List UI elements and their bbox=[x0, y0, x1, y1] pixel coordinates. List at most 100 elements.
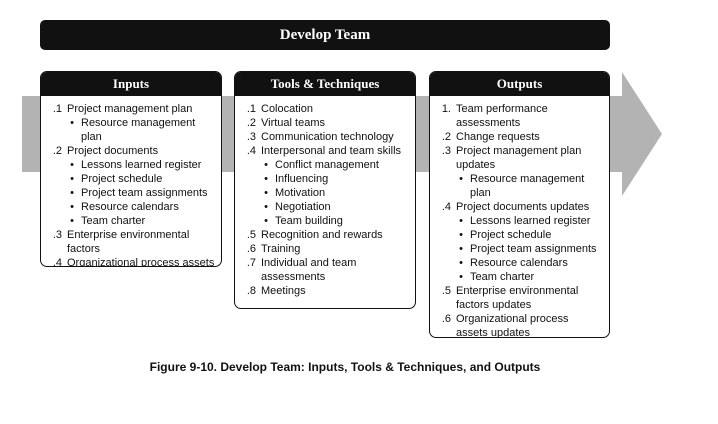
subitem-label: Project team assignments bbox=[81, 187, 208, 199]
subitem-label: Resource calendars bbox=[81, 201, 179, 213]
subitem-label: Project team assignments bbox=[470, 243, 597, 255]
outputs-item: 1. Team performance assessments bbox=[436, 102, 603, 130]
item-label: Change requests bbox=[456, 131, 540, 143]
inputs-subitem: • Project team assignments bbox=[47, 186, 215, 200]
bullet-icon: • bbox=[70, 201, 74, 213]
inputs-subitem: • Resource calendars bbox=[47, 200, 215, 214]
outputs-item: .2 Change requests bbox=[436, 130, 603, 144]
item-number: .5 bbox=[246, 229, 256, 241]
bullet-icon: • bbox=[459, 243, 463, 255]
outputs-item: .5 Enterprise environmental factors updat… bbox=[436, 284, 603, 312]
item-label: Virtual teams bbox=[261, 117, 325, 129]
item-number: .4 bbox=[52, 257, 62, 267]
subitem-label: Project schedule bbox=[470, 229, 552, 241]
item-number: .6 bbox=[441, 313, 451, 325]
bullet-icon: • bbox=[264, 173, 268, 185]
tools-subitem: • Influencing bbox=[241, 172, 409, 186]
item-label: Project documents bbox=[67, 145, 159, 157]
figure-caption: Figure 9-10. Develop Team: Inputs, Tools… bbox=[149, 360, 541, 374]
item-number: .7 bbox=[246, 257, 256, 269]
bullet-icon: • bbox=[70, 215, 74, 227]
inputs-item: .3 Enterprise environmental factors bbox=[47, 228, 215, 256]
item-number: .1 bbox=[52, 103, 62, 115]
item-number: .3 bbox=[441, 145, 451, 157]
outputs-item: .3 Project management plan updates bbox=[436, 144, 603, 172]
tools-techniques-list: .1 Colocation .2 Virtual teams .3 Communicati… bbox=[235, 96, 415, 302]
bullet-icon: • bbox=[459, 271, 463, 283]
item-number: 1. bbox=[441, 103, 451, 115]
bullet-icon: • bbox=[70, 173, 74, 185]
item-label: Organizational process assets updates bbox=[456, 313, 569, 338]
bullet-icon: • bbox=[459, 173, 463, 185]
item-label: Project management plan updates bbox=[456, 145, 582, 171]
tools-item: .6 Training bbox=[241, 242, 409, 256]
outputs-box: Outputs 1. Team performance assessments .2… bbox=[429, 71, 610, 338]
outputs-subitem: • Project team assignments bbox=[436, 242, 603, 256]
item-number: .8 bbox=[246, 285, 256, 297]
outputs-subitem: • Resource calendars bbox=[436, 256, 603, 270]
inputs-subitem: • Resource management plan bbox=[47, 116, 215, 144]
subitem-label: Negotiation bbox=[275, 201, 331, 213]
item-label: Interpersonal and team skills bbox=[261, 145, 402, 157]
item-label: Recognition and rewards bbox=[261, 229, 383, 241]
bullet-icon: • bbox=[264, 201, 268, 213]
bullet-icon: • bbox=[264, 159, 268, 171]
item-label: Enterprise environmental factors updates bbox=[456, 285, 579, 311]
subitem-label: Influencing bbox=[275, 173, 329, 185]
subitem-label: Team building bbox=[275, 215, 343, 227]
item-number: .5 bbox=[441, 285, 451, 297]
item-number: .3 bbox=[246, 131, 256, 143]
subitem-label: Team charter bbox=[470, 271, 535, 283]
outputs-item: .6 Organizational process assets updates bbox=[436, 312, 603, 338]
inputs-item: .1 Project management plan bbox=[47, 102, 215, 116]
outputs-list: 1. Team performance assessments .2 Change r… bbox=[430, 96, 609, 338]
inputs-box: Inputs .1 Project management plan • Resourc… bbox=[40, 71, 222, 267]
bullet-icon: • bbox=[70, 117, 74, 129]
subitem-label: Lessons learned register bbox=[81, 159, 202, 171]
inputs-header: Inputs bbox=[41, 72, 221, 96]
item-label: Enterprise environmental factors bbox=[67, 229, 190, 255]
tools-item: .7 Individual and team assessments bbox=[241, 256, 409, 284]
tools-item: .5 Recognition and rewards bbox=[241, 228, 409, 242]
bullet-icon: • bbox=[70, 159, 74, 171]
item-label: Organizational process assets bbox=[67, 257, 215, 267]
bullet-icon: • bbox=[459, 257, 463, 269]
item-label: Project documents updates bbox=[456, 201, 590, 213]
tools-item: .2 Virtual teams bbox=[241, 116, 409, 130]
diagram-title: Develop Team bbox=[279, 26, 371, 43]
item-number: .3 bbox=[52, 229, 62, 241]
subitem-label: Resource management plan bbox=[81, 117, 196, 143]
item-number: .2 bbox=[441, 131, 451, 143]
subitem-label: Team charter bbox=[81, 215, 146, 227]
outputs-item: .4 Project documents updates bbox=[436, 200, 603, 214]
item-number: .2 bbox=[246, 117, 256, 129]
item-label: Colocation bbox=[261, 103, 313, 115]
tools-subitem: • Negotiation bbox=[241, 200, 409, 214]
outputs-header: Outputs bbox=[430, 72, 609, 96]
tools-techniques-header: Tools & Techniques bbox=[235, 72, 415, 96]
subitem-label: Resource calendars bbox=[470, 257, 568, 269]
subitem-label: Lessons learned register bbox=[470, 215, 591, 227]
subitem-label: Conflict management bbox=[275, 159, 379, 171]
outputs-subitem: • Resource management plan bbox=[436, 172, 603, 200]
inputs-item: .2 Project documents bbox=[47, 144, 215, 158]
subitem-label: Resource management plan bbox=[470, 173, 585, 199]
tools-item: .4 Interpersonal and team skills bbox=[241, 144, 409, 158]
bullet-icon: • bbox=[459, 215, 463, 227]
inputs-item: .4 Organizational process assets bbox=[47, 256, 215, 267]
item-label: Meetings bbox=[261, 285, 306, 297]
tools-item: .1 Colocation bbox=[241, 102, 409, 116]
inputs-list: .1 Project management plan • Resource manag… bbox=[41, 96, 221, 267]
item-label: Team performance assessments bbox=[456, 103, 548, 129]
tools-item: .3 Communication technology bbox=[241, 130, 409, 144]
tools-item: .8 Meetings bbox=[241, 284, 409, 298]
item-number: .4 bbox=[441, 201, 451, 213]
inputs-subitem: • Team charter bbox=[47, 214, 215, 228]
outputs-subitem: • Team charter bbox=[436, 270, 603, 284]
item-number: .4 bbox=[246, 145, 256, 157]
tools-subitem: • Conflict management bbox=[241, 158, 409, 172]
item-label: Individual and team assessments bbox=[261, 257, 357, 283]
item-label: Communication technology bbox=[261, 131, 394, 143]
bullet-icon: • bbox=[459, 229, 463, 241]
title-bar: Develop Team bbox=[40, 20, 610, 50]
